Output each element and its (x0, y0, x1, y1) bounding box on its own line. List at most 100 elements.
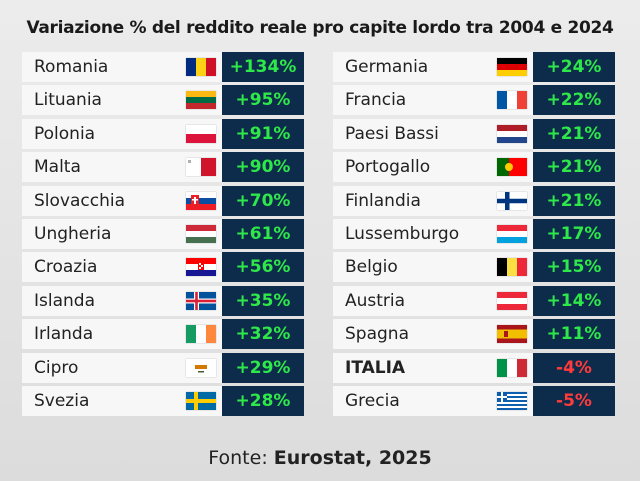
table-row: Germania +24% (333, 52, 615, 82)
value-label: +14% (533, 285, 615, 316)
country-name: Malta (34, 157, 81, 178)
flag-is-icon (186, 291, 216, 310)
flag-lt-icon (186, 91, 216, 110)
table-row: Lussemburgo +17% (333, 218, 615, 249)
country-cell: ITALIA (333, 352, 533, 383)
flag-de-icon (497, 58, 527, 76)
country-cell: Spagna (333, 319, 533, 350)
flag-at-icon (497, 291, 527, 310)
country-cell: Islanda (22, 285, 222, 316)
table-row: Polonia +91% (22, 118, 304, 149)
country-cell: Irlanda (22, 319, 222, 350)
flag-hr-icon (186, 258, 216, 277)
value-label: +11% (533, 319, 615, 350)
value-label: +91% (222, 118, 304, 149)
table-row: Ungheria +61% (22, 218, 304, 249)
country-name: Romania (34, 57, 109, 77)
flag-nl-icon (497, 124, 527, 143)
country-cell: Lituania (22, 85, 222, 116)
country-name: Finlandia (345, 190, 421, 211)
table-row: Romania +134% (22, 52, 304, 82)
flag-pt-icon (497, 158, 527, 177)
country-name: Germania (345, 57, 429, 77)
value-label: +134% (222, 52, 304, 82)
table-row: Belgio +15% (333, 252, 615, 283)
country-cell: Paesi Bassi (333, 118, 533, 149)
source-name: Eurostat, 2025 (273, 447, 432, 469)
flag-ie-icon (186, 325, 216, 344)
country-cell: Ungheria (22, 218, 222, 249)
table-row: Irlanda +32% (22, 319, 304, 350)
value-label: -4% (533, 352, 615, 383)
country-cell: Belgio (333, 252, 533, 283)
table-row: Finlandia +21% (333, 185, 615, 216)
country-cell: Cipro (22, 352, 222, 383)
table-row: Islanda +35% (22, 285, 304, 316)
table-row: Portogallo +21% (333, 152, 615, 183)
value-label: +29% (222, 352, 304, 383)
country-name: Austria (345, 290, 406, 311)
flag-pl-icon (186, 124, 216, 143)
source-note: Fonte: Eurostat, 2025 (0, 447, 640, 469)
value-label: -5% (533, 385, 615, 416)
country-name: Slovacchia (34, 190, 126, 211)
country-name: Polonia (34, 123, 96, 144)
chart-title: Variazione % del reddito reale pro capit… (26, 18, 614, 38)
value-label: +90% (222, 152, 304, 183)
value-label: +61% (222, 218, 304, 249)
country-cell: Malta (22, 152, 222, 183)
flag-sk-icon (186, 191, 216, 210)
country-cell: Svezia (22, 385, 222, 416)
country-name: Svezia (34, 390, 90, 411)
table-row: Lituania +95% (22, 85, 304, 116)
table-row: Croazia +56% (22, 252, 304, 283)
table-row: Paesi Bassi +21% (333, 118, 615, 149)
country-cell: Polonia (22, 118, 222, 149)
flag-ro-icon (186, 58, 216, 76)
value-label: +21% (533, 118, 615, 149)
table-row: Austria +14% (333, 285, 615, 316)
country-cell: Grecia (333, 385, 533, 416)
table-row: Grecia -5% (333, 385, 615, 416)
country-name: Lussemburgo (345, 223, 460, 244)
country-name: ITALIA (345, 357, 406, 378)
value-label: +15% (533, 252, 615, 283)
country-name: Cipro (34, 357, 79, 378)
country-name: Islanda (34, 290, 95, 311)
value-label: +17% (533, 218, 615, 249)
country-name: Grecia (345, 390, 400, 411)
table-row: Malta +90% (22, 152, 304, 183)
country-name: Lituania (34, 90, 102, 111)
table-row: Francia +22% (333, 85, 615, 116)
country-name: Irlanda (34, 324, 94, 345)
flag-hu-icon (186, 224, 216, 243)
table-column-left: Romania +134% Lituania +95% Polonia +91% Malta… (22, 52, 304, 419)
country-cell: Croazia (22, 252, 222, 283)
value-label: +56% (222, 252, 304, 283)
country-cell: Lussemburgo (333, 218, 533, 249)
flag-es-icon (497, 325, 527, 344)
table-row: ITALIA -4% (333, 352, 615, 383)
value-label: +22% (533, 85, 615, 116)
value-label: +35% (222, 285, 304, 316)
flag-fr-icon (497, 91, 527, 110)
table-row: Svezia +28% (22, 385, 304, 416)
value-label: +95% (222, 85, 304, 116)
country-name: Paesi Bassi (345, 123, 439, 144)
value-label: +70% (222, 185, 304, 216)
table-row: Cipro +29% (22, 352, 304, 383)
country-cell: Slovacchia (22, 185, 222, 216)
flag-gr-icon (497, 391, 527, 410)
country-name: Portogallo (345, 157, 431, 178)
table-row: Spagna +11% (333, 319, 615, 350)
country-name: Belgio (345, 257, 398, 278)
country-name: Croazia (34, 257, 98, 278)
country-name: Francia (345, 90, 407, 111)
flag-cy-icon (186, 358, 216, 377)
flag-it-icon (497, 358, 527, 377)
country-name: Spagna (345, 324, 409, 345)
flag-be-icon (497, 258, 527, 277)
value-label: +32% (222, 319, 304, 350)
country-cell: Portogallo (333, 152, 533, 183)
country-cell: Romania (22, 52, 222, 82)
